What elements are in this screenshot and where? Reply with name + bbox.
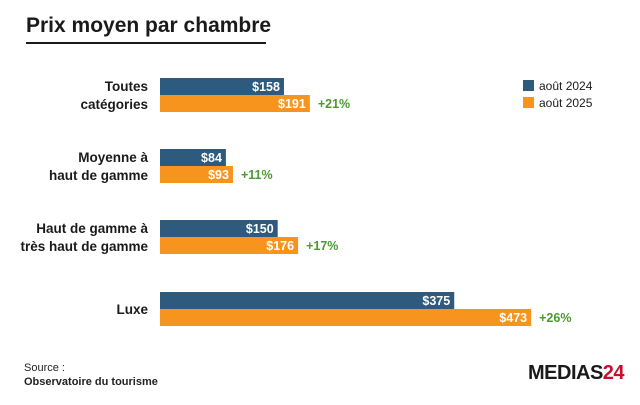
bar-value-label: $375 (422, 294, 450, 308)
bar-value-label: $191 (278, 97, 306, 111)
logo-number: 24 (602, 362, 625, 384)
change-label: +26% (539, 311, 571, 325)
category-label-line: haut de gamme (49, 168, 149, 183)
legend-swatch (523, 97, 534, 108)
bar-value-label: $84 (201, 151, 222, 165)
category-label: Luxe (116, 302, 148, 317)
legend-swatch (523, 80, 534, 91)
category-label-line: Haut de gamme à (36, 221, 148, 236)
category-label-line: Moyenne à (78, 150, 148, 165)
bar-value-label: $150 (246, 222, 274, 236)
legend: août 2024 août 2025 (523, 79, 593, 110)
logo-text: MEDIAS (528, 362, 603, 384)
category-label: Moyenne à haut de gamme (49, 150, 149, 183)
bar-value-label: $158 (252, 80, 280, 94)
category-label-line: très haut de gamme (20, 239, 148, 254)
source-label: Source : (24, 362, 65, 374)
bar-value-label: $473 (499, 311, 527, 325)
bar (160, 309, 532, 326)
change-label: +17% (306, 239, 338, 253)
bar (160, 149, 226, 166)
bars: Toutes catégories $158 $191 +21% Moyenne à hau… (20, 78, 571, 326)
bar (160, 220, 278, 237)
change-label: +21% (318, 97, 350, 111)
legend-label: août 2025 (539, 96, 593, 110)
bar (160, 166, 233, 183)
source-note: Source : Observatoire du tourisme (24, 361, 158, 389)
medias24-logo: MEDIAS24 (528, 362, 625, 385)
category-label-line: Luxe (116, 302, 148, 317)
category-label: Toutes catégories (80, 79, 148, 112)
bar (160, 237, 299, 254)
bar (160, 78, 284, 95)
bar-value-label: $176 (266, 239, 294, 253)
category-label-line: Toutes (105, 79, 148, 94)
source-organization: Observatoire du tourisme (24, 376, 158, 388)
chart-title: Prix moyen par chambre (26, 14, 272, 37)
category-label-line: catégories (80, 97, 148, 112)
category-label: Haut de gamme à très haut de gamme (20, 221, 148, 254)
title-underline (26, 42, 266, 44)
bar (160, 95, 310, 112)
legend-label: août 2024 (539, 79, 593, 93)
bar-value-label: $93 (208, 168, 229, 182)
change-label: +11% (241, 168, 273, 182)
bar (160, 292, 455, 309)
